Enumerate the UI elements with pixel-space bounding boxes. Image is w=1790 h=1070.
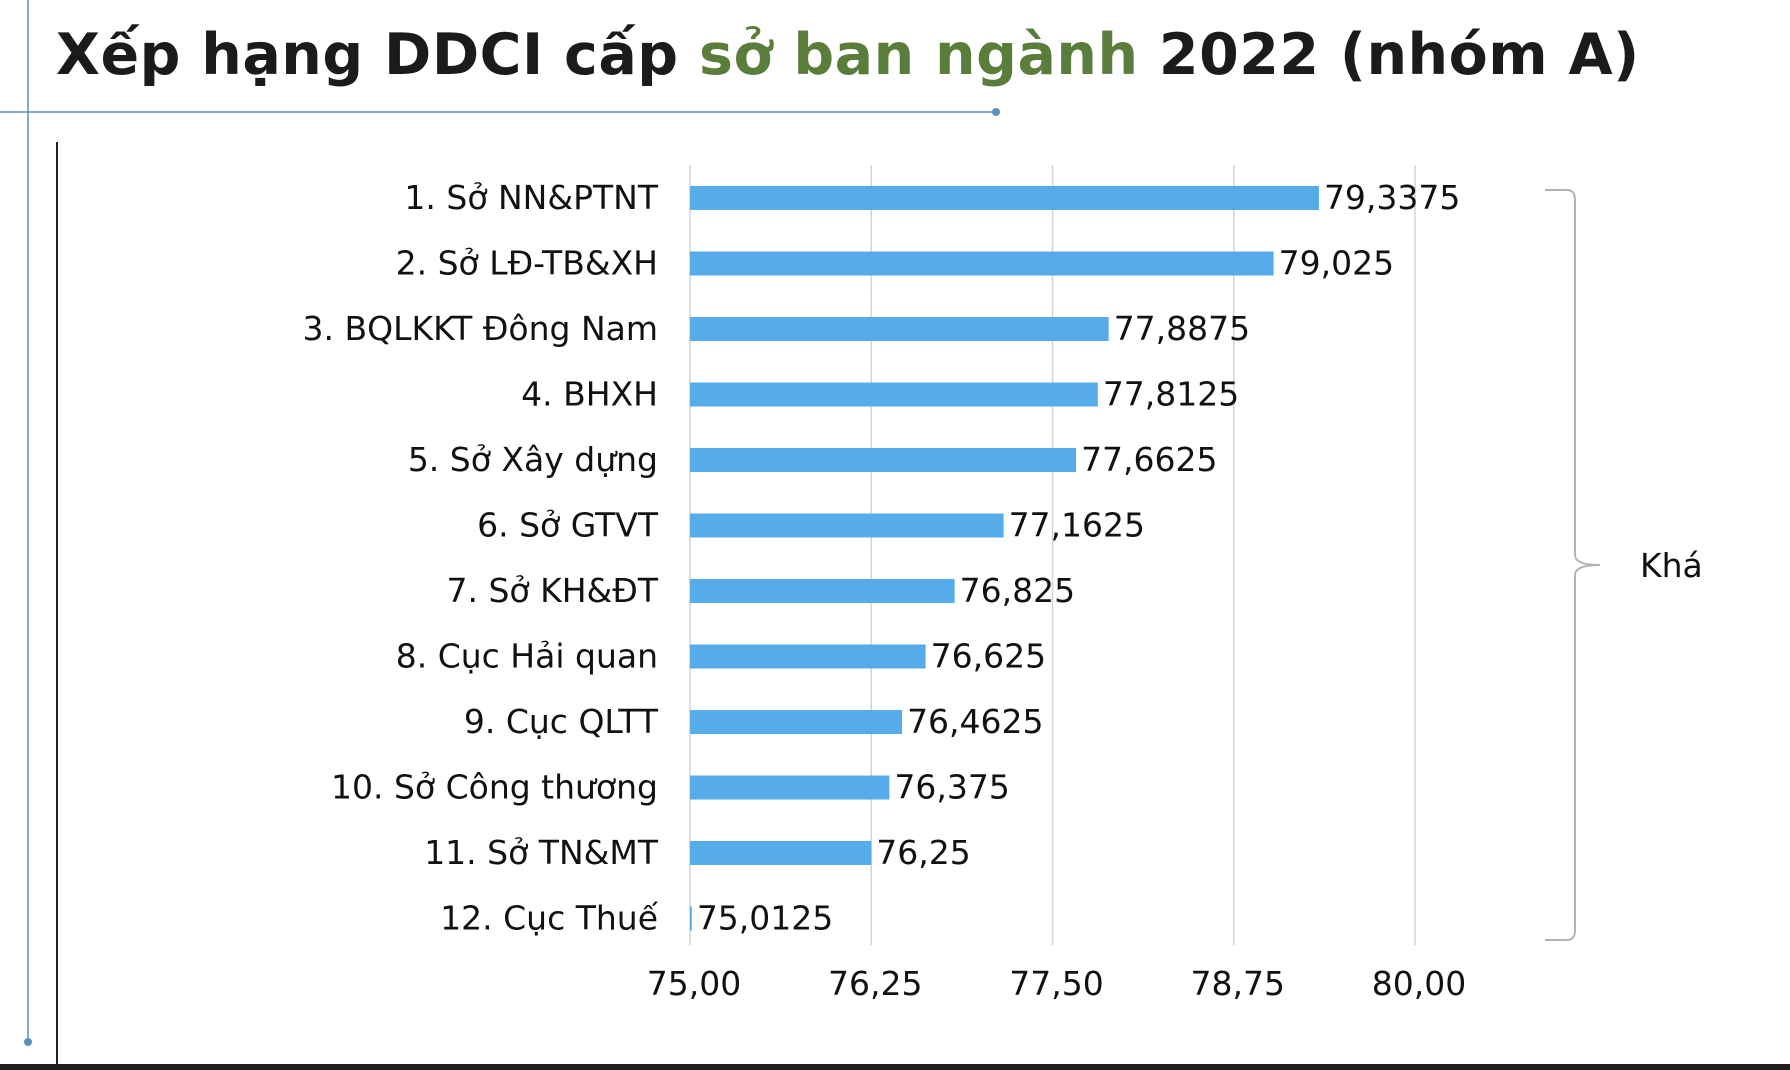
- value-label: 77,1625: [1009, 506, 1145, 545]
- value-label: 77,8125: [1103, 375, 1239, 414]
- bottom-border: [0, 1064, 1790, 1070]
- value-label: 76,4625: [907, 702, 1043, 741]
- bar-4: [690, 382, 1098, 407]
- category-label: 2. Sở LĐ-TB&XH: [396, 244, 658, 283]
- x-tick-label: 75,00: [647, 964, 741, 1003]
- decor-dot-bottom: [24, 1038, 32, 1046]
- bar-7: [690, 579, 955, 603]
- category-label: 11. Sở TN&MT: [424, 833, 659, 872]
- category-label: 8. Cục Hải quan: [396, 637, 658, 676]
- x-tick-label: 77,50: [1009, 964, 1103, 1003]
- bar-2: [690, 251, 1274, 276]
- bar-9: [690, 710, 903, 734]
- bar-8: [690, 644, 926, 669]
- bar-11: [690, 841, 872, 865]
- category-label: 10. Sở Công thương: [331, 768, 658, 807]
- bar-3: [690, 317, 1109, 341]
- value-label: 75,0125: [697, 899, 833, 938]
- bracket-shape: [1545, 189, 1601, 941]
- value-label: 77,8875: [1114, 309, 1250, 348]
- page-title: Xếp hạng DDCI cấp sở ban ngành 2022 (nhó…: [56, 22, 1640, 88]
- value-label: 76,625: [931, 637, 1046, 676]
- bar-5: [690, 448, 1077, 472]
- group-bracket: Khá: [1545, 189, 1703, 941]
- x-tick-label: 78,75: [1191, 964, 1285, 1003]
- value-label: 76,25: [876, 833, 970, 872]
- title-part-1: Xếp hạng DDCI cấp: [56, 22, 699, 88]
- bar-12: [690, 906, 692, 931]
- category-label: 5. Sở Xây dựng: [408, 440, 658, 479]
- category-label: 7. Sở KH&ĐT: [446, 571, 658, 610]
- category-labels: 1. Sở NN&PTNT 2. Sở LĐ-TB&XH 3. BQLKKT Đôn…: [302, 178, 658, 938]
- value-label: 79,3375: [1324, 178, 1460, 217]
- value-label: 76,375: [894, 768, 1009, 807]
- title-highlight: sở ban ngành: [698, 22, 1139, 88]
- bar-1: [690, 186, 1319, 210]
- group-label: Khá: [1640, 546, 1703, 585]
- value-labels: 79,3375 79,025 77,8875 77,8125 77,6625 77,162…: [697, 178, 1461, 938]
- x-tick-label: 76,25: [828, 964, 922, 1003]
- value-label: 79,025: [1279, 244, 1394, 283]
- x-tick-labels: 75,00 76,25 77,50 78,75 80,00: [647, 964, 1466, 1003]
- grid-lines: [689, 165, 1416, 945]
- bar-10: [690, 775, 890, 800]
- bars: [690, 186, 1319, 931]
- decor-lines: [0, 0, 1000, 1064]
- bar-6: [690, 513, 1004, 538]
- category-label: 3. BQLKKT Đông Nam: [302, 309, 658, 348]
- x-tick-label: 80,00: [1372, 964, 1466, 1003]
- category-label: 1. Sở NN&PTNT: [404, 178, 658, 217]
- value-label: 77,6625: [1081, 440, 1217, 479]
- category-label: 6. Sở GTVT: [477, 506, 659, 545]
- value-label: 76,825: [960, 571, 1075, 610]
- title-part-2: 2022 (nhóm A): [1138, 22, 1640, 88]
- category-label: 9. Cục QLTT: [464, 702, 659, 741]
- category-label: 4. BHXH: [521, 375, 658, 414]
- category-label: 12. Cục Thuế: [440, 899, 659, 938]
- decor-dot-right: [992, 108, 1000, 116]
